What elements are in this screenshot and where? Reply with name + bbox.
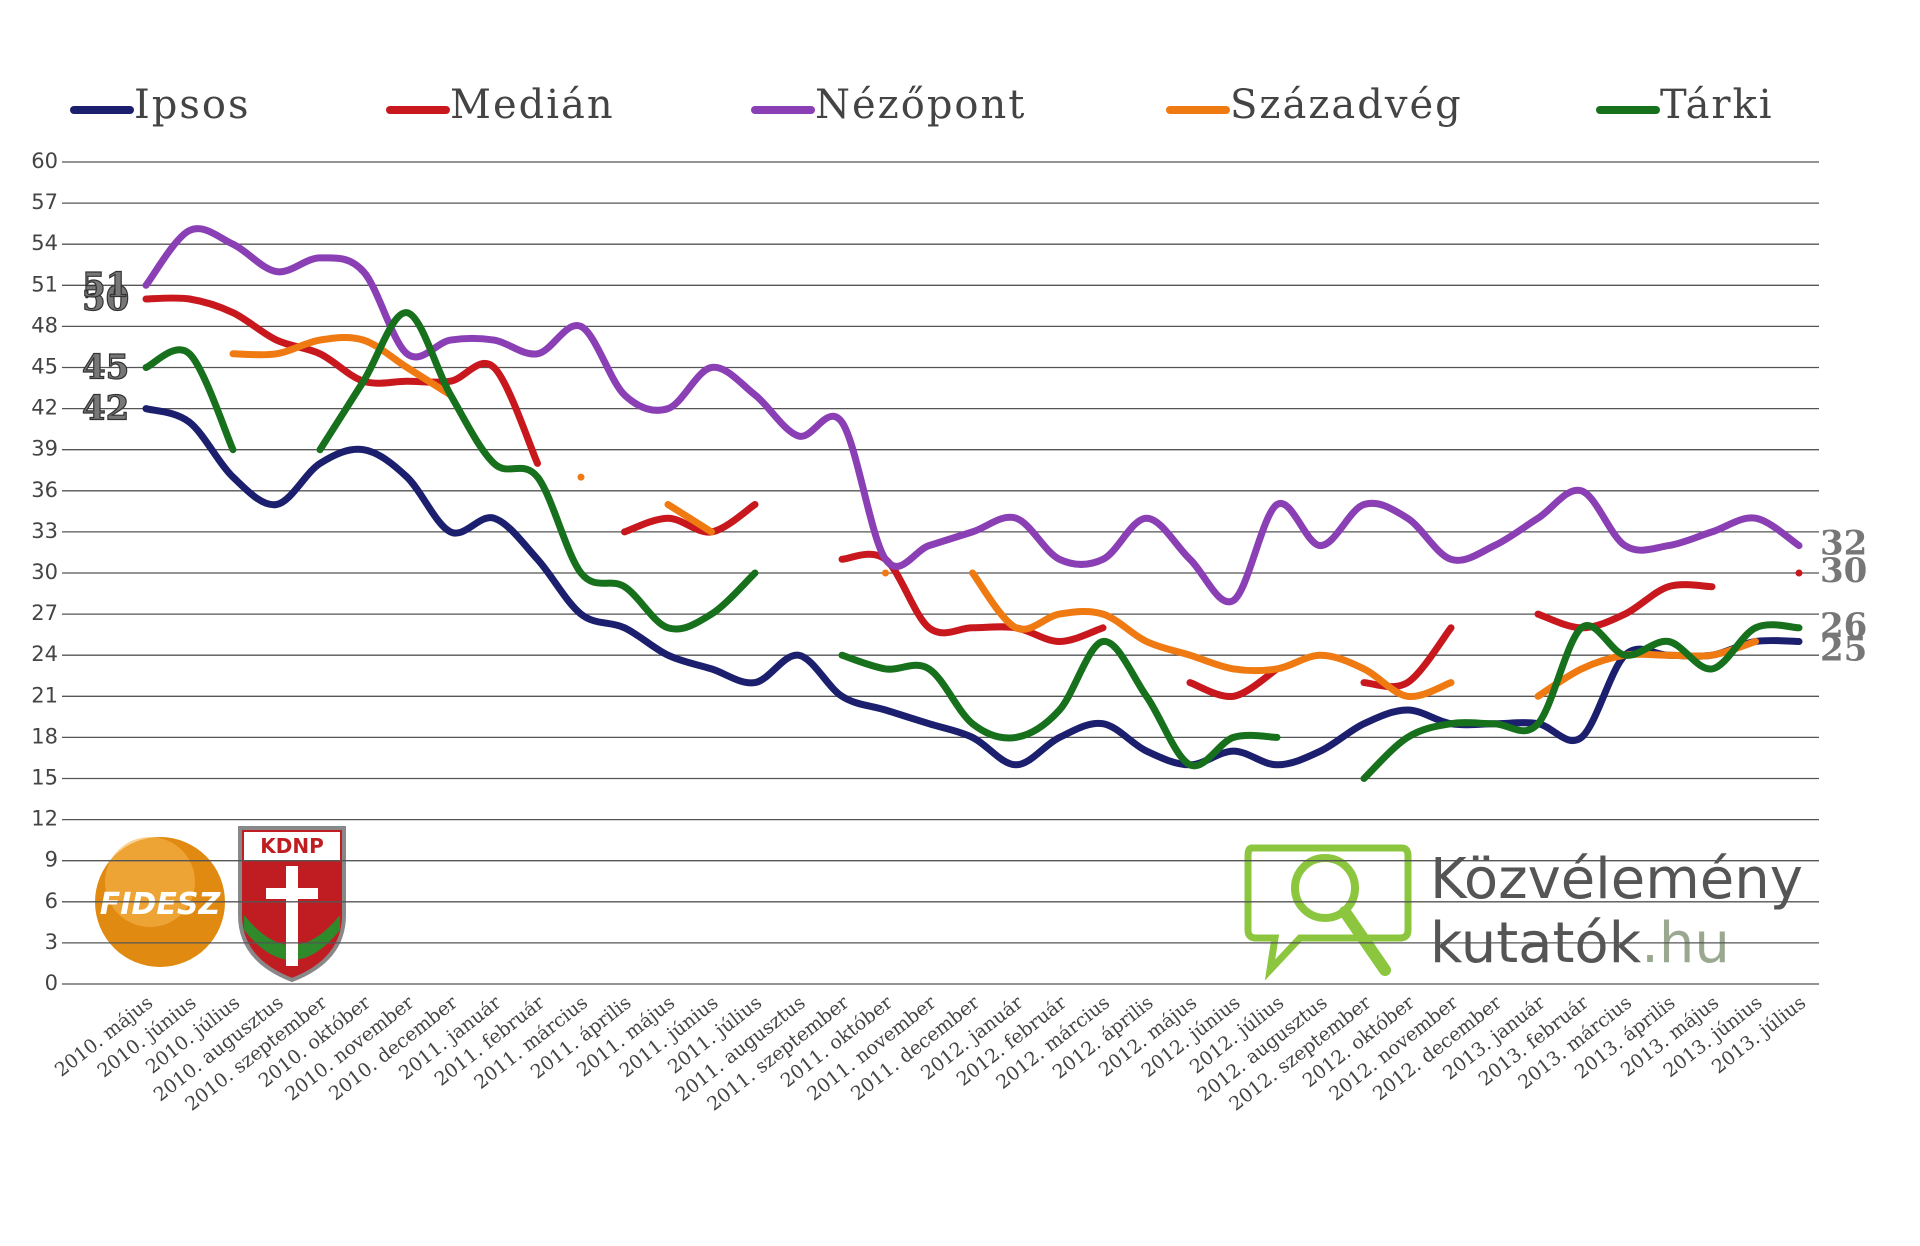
- end-label: 25: [1820, 630, 1867, 670]
- y-tick-label: 18: [31, 724, 58, 748]
- y-tick-label: 57: [31, 190, 58, 214]
- legend-label: Medián: [450, 82, 615, 128]
- y-tick-label: 27: [31, 601, 58, 625]
- series-line: [142, 309, 1803, 782]
- series-line: [142, 405, 1803, 769]
- start-label: 45: [82, 348, 129, 388]
- legend-label: Nézőpont: [815, 82, 1026, 128]
- series-line: [142, 225, 1803, 606]
- y-tick-label: 45: [31, 355, 58, 379]
- y-tick-label: 33: [31, 519, 58, 543]
- y-tick-label: 3: [45, 930, 58, 954]
- kdnp-logo: KDNP: [238, 826, 346, 983]
- y-tick-label: 15: [31, 766, 58, 790]
- series-line: [229, 333, 1759, 700]
- start-label: 50: [82, 279, 129, 319]
- y-tick-label: 54: [31, 231, 58, 255]
- series-line: [142, 294, 1803, 700]
- start-label: 51: [82, 265, 129, 305]
- y-tick-label: 42: [31, 396, 58, 420]
- y-tick-label: 0: [45, 971, 58, 995]
- end-label: 30: [1820, 551, 1867, 591]
- end-label: 26: [1820, 606, 1867, 646]
- legend-label: Tárki: [1660, 82, 1774, 128]
- y-tick-label: 48: [31, 313, 58, 337]
- site-logo: Közvélemény kutatók.hu: [1244, 844, 1803, 981]
- end-label: 32: [1820, 524, 1867, 564]
- legend-label: Ipsos: [134, 82, 251, 128]
- fidesz-text: FIDESZ: [100, 887, 222, 922]
- y-tick-label: 21: [31, 683, 58, 707]
- start-label: 42: [82, 389, 129, 429]
- y-tick-label: 51: [31, 272, 58, 296]
- fidesz-logo: FIDESZ: [95, 837, 225, 967]
- y-tick-label: 60: [31, 149, 58, 173]
- y-tick-label: 39: [31, 437, 58, 461]
- y-tick-label: 6: [45, 889, 58, 913]
- kdnp-text: KDNP: [260, 834, 324, 858]
- y-tick-label: 12: [31, 807, 58, 831]
- y-tick-label: 36: [31, 478, 58, 502]
- y-tick-label: 9: [45, 848, 58, 872]
- legend-label: Századvég: [1230, 82, 1463, 128]
- y-tick-label: 24: [31, 642, 58, 666]
- y-tick-label: 30: [31, 560, 58, 584]
